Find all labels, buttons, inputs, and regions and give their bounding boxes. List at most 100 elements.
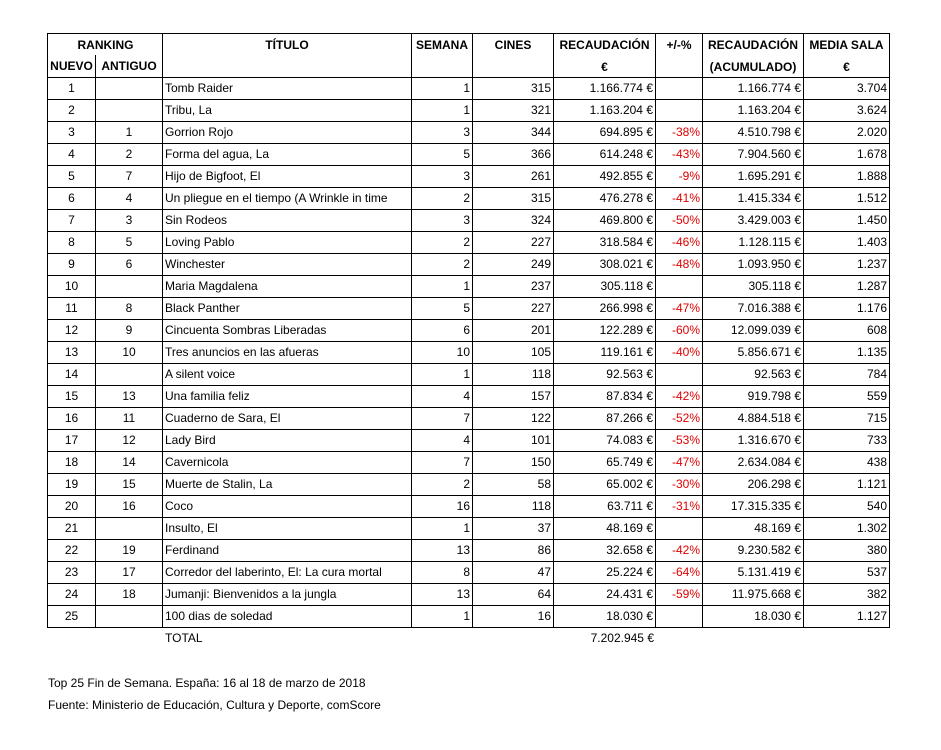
table-cell: 20 <box>48 496 96 518</box>
table-cell: 9 <box>96 320 163 342</box>
table-cell: 58 <box>473 474 554 496</box>
table-cell: 119.161 € <box>554 342 656 364</box>
table-cell: 4 <box>412 386 473 408</box>
table-cell: Hijo de Bigfoot, El <box>163 166 412 188</box>
header-divider <box>162 33 163 55</box>
table-cell: 18 <box>96 584 163 606</box>
table-cell: 4 <box>412 430 473 452</box>
table-cell: -60% <box>656 320 703 342</box>
table-cell: 1 <box>412 606 473 628</box>
table-cell: Ferdinand <box>163 540 412 562</box>
table-cell: 8 <box>412 562 473 584</box>
table-cell: 614.248 € <box>554 144 656 166</box>
table-cell: 476.278 € <box>554 188 656 210</box>
table-cell: 64 <box>473 584 554 606</box>
table-cell: -9% <box>656 166 703 188</box>
table-cell: 2.634.084 € <box>703 452 804 474</box>
table-cell: 65.002 € <box>554 474 656 496</box>
table-cell: 17 <box>48 430 96 452</box>
table-cell: 5 <box>96 232 163 254</box>
table-cell: 2 <box>96 144 163 166</box>
total-label: TOTAL <box>165 631 203 645</box>
table-cell: 3 <box>412 122 473 144</box>
table-cell: 3.429.003 € <box>703 210 804 232</box>
table-cell: 321 <box>473 100 554 122</box>
table-cell: 24 <box>48 584 96 606</box>
table-cell: 14 <box>48 364 96 386</box>
table-cell: -59% <box>656 584 703 606</box>
table-cell: 19 <box>48 474 96 496</box>
header-cell <box>656 34 703 78</box>
table-cell: 18.030 € <box>554 606 656 628</box>
table-cell: 1.127 <box>804 606 890 628</box>
table-cell: Maria Magdalena <box>163 276 412 298</box>
table-cell: Cuaderno de Sara, El <box>163 408 412 430</box>
table-cell: -43% <box>656 144 703 166</box>
table-cell: 4.510.798 € <box>703 122 804 144</box>
header-cell <box>473 34 554 78</box>
table-cell: 6 <box>96 254 163 276</box>
table-cell: 101 <box>473 430 554 452</box>
table-cell <box>96 606 163 628</box>
table-top-border <box>47 33 890 34</box>
table-cell: 1.512 <box>804 188 890 210</box>
table-cell: 608 <box>804 320 890 342</box>
table-cell: 3.704 <box>804 78 890 100</box>
header-text: RECAUDACIÓN <box>708 38 798 52</box>
table-cell: 4 <box>48 144 96 166</box>
table-cell: 16 <box>412 496 473 518</box>
table-cell: 694.895 € <box>554 122 656 144</box>
table-cell: 3.624 <box>804 100 890 122</box>
table-cell: 92.563 € <box>703 364 804 386</box>
table-cell: 1.888 <box>804 166 890 188</box>
table-cell: 318.584 € <box>554 232 656 254</box>
header-text: CINES <box>494 38 532 52</box>
table-cell: 438 <box>804 452 890 474</box>
table-cell: Jumanji: Bienvenidos a la jungla <box>163 584 412 606</box>
table-cell: Sin Rodeos <box>163 210 412 232</box>
table-cell: 13 <box>96 386 163 408</box>
table-cell: 16 <box>96 496 163 518</box>
table-cell: -47% <box>656 452 703 474</box>
table-cell: 14 <box>96 452 163 474</box>
table-cell: 1 <box>412 100 473 122</box>
table-cell: 324 <box>473 210 554 232</box>
table-cell: 118 <box>473 364 554 386</box>
table-cell: 6 <box>48 188 96 210</box>
table-cell: 6 <box>412 320 473 342</box>
table-cell: 7 <box>412 452 473 474</box>
table-cell: 122.289 € <box>554 320 656 342</box>
table-cell: 2 <box>412 232 473 254</box>
table-cell <box>656 100 703 122</box>
table-cell: 315 <box>473 188 554 210</box>
table-cell: 380 <box>804 540 890 562</box>
table-cell: 21 <box>48 518 96 540</box>
table-cell: Insulto, El <box>163 518 412 540</box>
table-cell: 1 <box>412 276 473 298</box>
table-cell: 469.800 € <box>554 210 656 232</box>
table-cell: 5 <box>48 166 96 188</box>
header-cell: ANTIGUO <box>96 55 163 78</box>
table-cell: Tomb Raider <box>163 78 412 100</box>
table-cell: Coco <box>163 496 412 518</box>
table-cell: 366 <box>473 144 554 166</box>
table-cell: 382 <box>804 584 890 606</box>
table-cell: 65.749 € <box>554 452 656 474</box>
table-cell: 1.163.204 € <box>703 100 804 122</box>
table-cell: 784 <box>804 364 890 386</box>
header-text: € <box>601 60 608 74</box>
header-cell: RANKING <box>77 38 134 52</box>
table-cell: 1.166.774 € <box>703 78 804 100</box>
table-cell: 105 <box>473 342 554 364</box>
table-cell: -53% <box>656 430 703 452</box>
table-cell: 1.237 <box>804 254 890 276</box>
table-cell: 1.176 <box>804 298 890 320</box>
table-cell: 48.169 € <box>703 518 804 540</box>
table-cell <box>96 364 163 386</box>
table-cell: 1.093.950 € <box>703 254 804 276</box>
table-cell: 7 <box>96 166 163 188</box>
table-cell: 11 <box>96 408 163 430</box>
table-cell: 118 <box>473 496 554 518</box>
table-cell: -30% <box>656 474 703 496</box>
